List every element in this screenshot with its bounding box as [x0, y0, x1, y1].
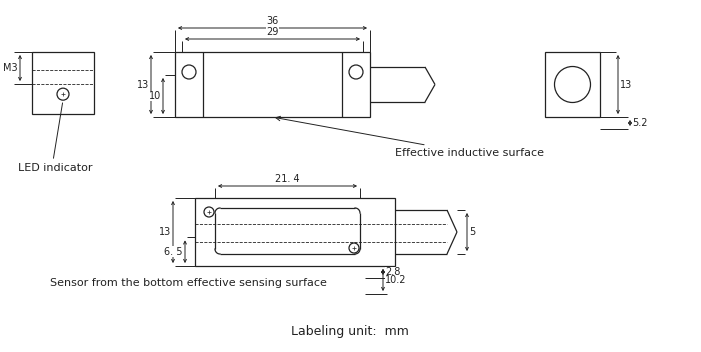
Text: 21. 4: 21. 4: [275, 174, 300, 184]
Text: 13: 13: [158, 227, 171, 237]
Bar: [32, 52, 94, 114]
Bar: [175, 52, 370, 117]
Text: Labeling unit:  mm: Labeling unit: mm: [291, 326, 409, 339]
Text: 5: 5: [469, 227, 475, 237]
Text: 36: 36: [266, 16, 278, 26]
Text: Sensor from the bottom effective sensing surface: Sensor from the bottom effective sensing…: [50, 278, 327, 288]
Text: LED indicator: LED indicator: [18, 163, 93, 173]
Bar: [545, 52, 600, 117]
Text: 6. 5: 6. 5: [165, 247, 183, 257]
Text: 5.2: 5.2: [632, 118, 648, 128]
Text: 10.2: 10.2: [385, 275, 407, 285]
Text: Effective inductive surface: Effective inductive surface: [275, 116, 544, 158]
Text: M3: M3: [4, 63, 18, 73]
Text: 13: 13: [137, 80, 149, 89]
Text: 2.8: 2.8: [385, 267, 400, 277]
Bar: [195, 198, 395, 266]
Text: 29: 29: [266, 27, 279, 37]
Text: 13: 13: [620, 80, 632, 89]
Text: 10: 10: [149, 91, 161, 101]
